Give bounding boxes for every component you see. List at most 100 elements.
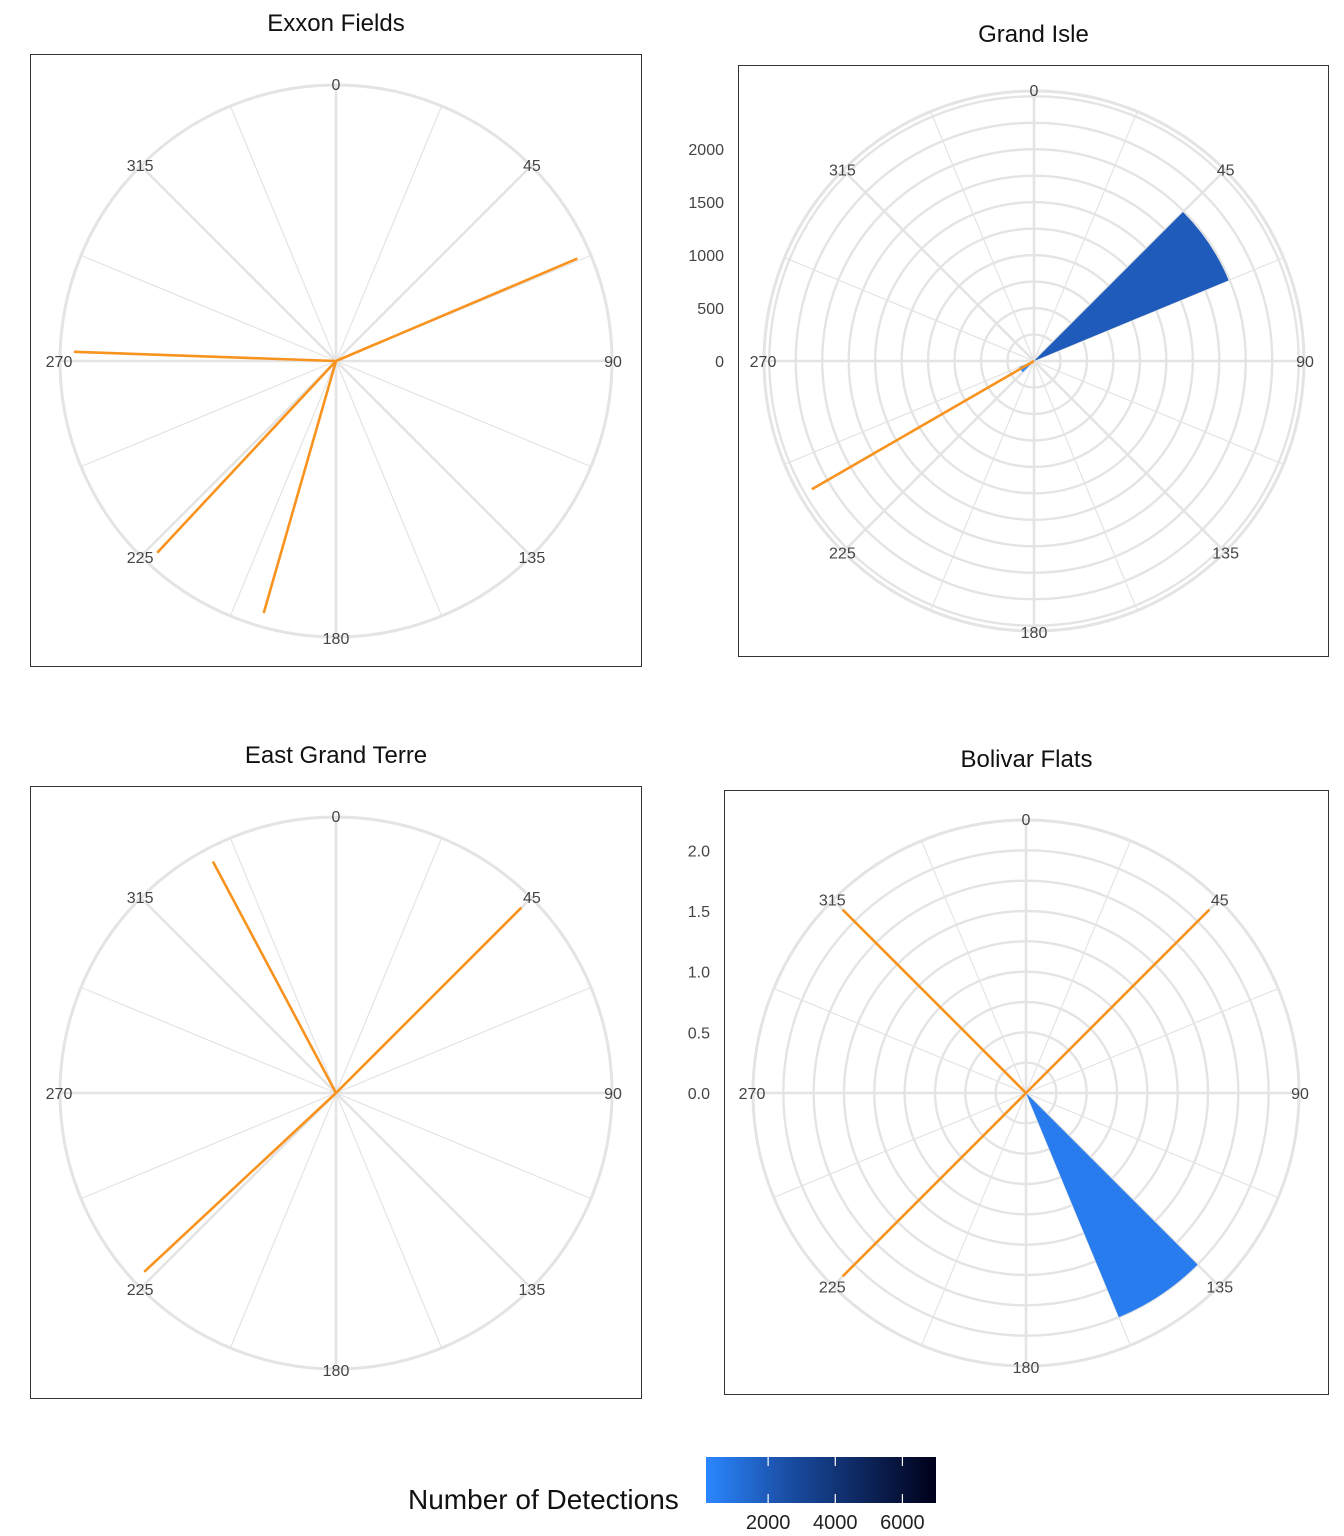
minor-spoke: [335, 837, 443, 1094]
angle-tick-label: 180: [323, 1363, 350, 1380]
panel-frame-bolivar-flats: [724, 790, 1329, 1395]
angle-tick-label: 225: [819, 1280, 846, 1297]
angle-tick-label: 45: [1211, 892, 1229, 909]
angle-tick-label: 45: [523, 158, 541, 175]
radial-tick-label: 0.0: [688, 1086, 710, 1103]
angle-tick-label: 270: [46, 1086, 73, 1103]
angle-tick-label: 135: [519, 550, 546, 567]
minor-spoke: [335, 1092, 592, 1200]
angle-tick-label: 270: [46, 354, 73, 371]
minor-spoke: [1033, 111, 1138, 362]
panel-title-bolivar-flats: Bolivar Flats: [960, 746, 1093, 773]
color-legend: 2000 4000 6000: [706, 1457, 936, 1534]
heading-line: [73, 350, 337, 363]
major-spoke: [139, 164, 337, 362]
angle-tick-label: 180: [1013, 1360, 1040, 1377]
minor-spoke: [773, 1092, 1027, 1199]
angle-tick-label: 0: [332, 809, 341, 826]
legend-title: Number of Detections: [408, 1484, 679, 1515]
angle-tick-label: 270: [750, 354, 777, 371]
panel-frame-exxon-fields: [30, 54, 642, 667]
panel-title-east-grand-terre: East Grand Terre: [244, 742, 428, 769]
radial-tick-label: 1.5: [688, 904, 710, 921]
angle-tick-label: 270: [739, 1086, 766, 1103]
detection-wedge: [1034, 212, 1229, 361]
legend-tick-label: 4000: [813, 1512, 858, 1534]
angle-tick-label: 90: [1296, 354, 1314, 371]
minor-spoke: [930, 360, 1035, 611]
heading-line: [211, 860, 338, 1094]
legend-color-bar: [706, 1457, 936, 1503]
angle-tick-label: 90: [604, 354, 622, 371]
minor-spoke: [229, 837, 337, 1094]
angle-tick-label: 225: [829, 546, 856, 563]
polar-panel-east-grand-terre: 0 45 90 135 180 225 270 315: [46, 809, 622, 1380]
minor-spoke: [229, 1092, 337, 1349]
angle-tick-label: 225: [127, 1282, 154, 1299]
minor-spoke: [1025, 987, 1279, 1094]
minor-spoke: [335, 360, 592, 468]
heading-line: [143, 1092, 337, 1273]
minor-spoke: [930, 111, 1035, 362]
angle-tick-label: 90: [604, 1086, 622, 1103]
angle-tick-label: 0: [332, 77, 341, 94]
panel-title-grand-isle: Grand Isle: [978, 21, 1089, 48]
minor-spoke: [80, 254, 337, 362]
heading-line: [335, 906, 523, 1094]
polar-panel-bolivar-flats: 0 45 90 135 180 225 270 315 0.0 0.5 1.0 1.5 2.0: [688, 812, 1309, 1377]
major-spoke: [842, 169, 1035, 362]
minor-spoke: [784, 360, 1035, 465]
detection-wedge: [1026, 1093, 1198, 1318]
angle-tick-label: 45: [1217, 162, 1235, 179]
major-spoke: [335, 164, 533, 362]
minor-spoke: [773, 987, 1027, 1094]
radial-tick-label: 2000: [688, 142, 724, 159]
minor-spoke: [229, 105, 337, 362]
angle-tick-label: 135: [1206, 1280, 1233, 1297]
radial-tick-label: 1.0: [688, 965, 710, 982]
angle-tick-label: 90: [1291, 1086, 1309, 1103]
angle-tick-label: 315: [127, 158, 154, 175]
major-spoke: [139, 896, 337, 1094]
minor-spoke: [229, 360, 337, 617]
major-spoke: [1033, 360, 1226, 553]
heading-line: [335, 257, 578, 363]
minor-spoke: [784, 257, 1035, 362]
minor-spoke: [80, 986, 337, 1094]
heading-line: [841, 908, 1027, 1094]
angle-tick-label: 135: [1212, 546, 1239, 563]
heading-line: [841, 1092, 1027, 1278]
panel-frame-east-grand-terre: [30, 786, 642, 1399]
radial-tick-label: 0: [715, 354, 724, 371]
major-spoke: [139, 360, 337, 558]
polar-panel-grand-isle: 0 45 90 135 180 225 270 315 0 500 1000 1500 2000: [688, 83, 1314, 642]
heading-line: [1025, 908, 1211, 1094]
minor-spoke: [335, 105, 443, 362]
angle-tick-label: 180: [1021, 625, 1048, 642]
minor-spoke: [335, 360, 443, 617]
panel-frame-grand-isle: [738, 65, 1329, 657]
heading-line: [156, 360, 337, 554]
minor-spoke: [920, 840, 1027, 1094]
angle-tick-label: 45: [523, 890, 541, 907]
radial-tick-label: 0.5: [688, 1025, 710, 1042]
panel-title-exxon-fields: Exxon Fields: [267, 10, 405, 37]
polar-panel-exxon-fields: 0 45 90 135 180 225 270 315: [46, 77, 622, 648]
major-spoke: [335, 1092, 533, 1290]
angle-tick-label: 315: [819, 892, 846, 909]
angle-tick-label: 225: [127, 550, 154, 567]
minor-spoke: [335, 1092, 443, 1349]
radial-tick-label: 1500: [688, 195, 724, 212]
radial-tick-label: 500: [697, 301, 724, 318]
minor-spoke: [80, 360, 337, 468]
minor-spoke: [1033, 360, 1138, 611]
minor-spoke: [1033, 360, 1284, 465]
radial-tick-label: 2.0: [688, 843, 710, 860]
angle-tick-label: 315: [127, 890, 154, 907]
minor-spoke: [80, 1092, 337, 1200]
major-spoke: [335, 360, 533, 558]
legend-tick-label: 6000: [880, 1512, 925, 1534]
angle-tick-label: 0: [1022, 812, 1031, 829]
angle-tick-label: 135: [519, 1282, 546, 1299]
